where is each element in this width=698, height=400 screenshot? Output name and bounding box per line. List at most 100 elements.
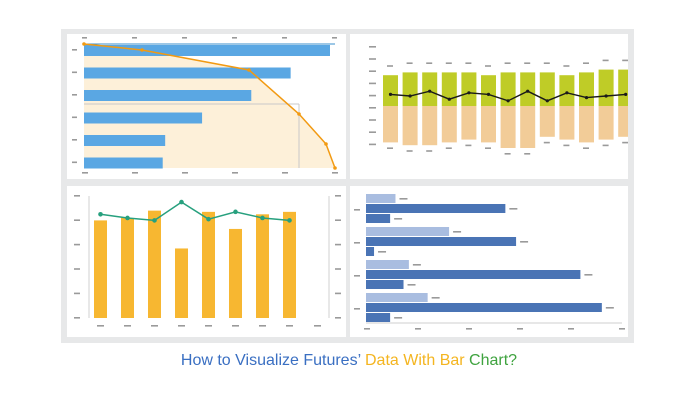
bar-value-label (426, 150, 433, 152)
line-point (447, 97, 451, 101)
y-tick-label (369, 143, 376, 146)
line-point (584, 96, 589, 100)
y-tick-label-right (335, 317, 341, 319)
x-tick-label (182, 172, 188, 174)
bar-value-label (431, 297, 440, 299)
bar-value-label (602, 144, 609, 147)
negative-bar (461, 106, 477, 140)
positive-bar (441, 72, 457, 106)
series-line (100, 201, 290, 222)
bar-value-label (485, 65, 491, 67)
y-tick-label (354, 209, 360, 211)
chart-panel-top-right (350, 34, 628, 179)
bar-value-label (445, 147, 452, 149)
chart-panel-top-left (67, 34, 346, 179)
line-point (297, 112, 301, 116)
line-point (486, 92, 491, 96)
negative-bar (598, 106, 614, 140)
bar-value-label (524, 153, 531, 155)
line-point (206, 216, 211, 222)
horizontal-bar-line-chart (72, 37, 338, 174)
small-bar (366, 247, 375, 256)
dark-bar (366, 237, 517, 246)
y-tick-label (72, 116, 77, 119)
positive-bar (461, 72, 477, 106)
bar-value-label (412, 264, 421, 266)
y-tick-label-right (335, 195, 341, 197)
dark-bar (366, 204, 506, 213)
line-point (260, 215, 265, 221)
y-tick-label-right (335, 292, 341, 295)
line-point (565, 91, 569, 95)
bar (202, 211, 215, 318)
bar (229, 228, 242, 318)
y-tick-label-left (74, 292, 80, 295)
bar-value-label (445, 62, 452, 64)
x-tick-label (286, 325, 293, 327)
positive-bar (481, 75, 496, 106)
positive-bar (559, 75, 575, 106)
x-tick-label (364, 328, 370, 330)
y-tick-label-right (335, 219, 341, 221)
bar-value-label (583, 62, 589, 64)
line-point (624, 92, 628, 96)
caption-part-2: Data With Bar (365, 352, 465, 369)
light-bar (366, 194, 396, 203)
bar-value-label (406, 62, 413, 64)
y-tick-label (354, 242, 360, 244)
line-point (388, 92, 393, 96)
negative-bar (539, 106, 555, 137)
bar-value-label (605, 307, 614, 309)
positive-bar (539, 72, 555, 106)
x-tick-label (151, 325, 158, 327)
negative-bar (481, 106, 496, 143)
line-point (604, 94, 608, 98)
grouped-horizontal-bar-chart (354, 194, 625, 330)
bar-value-label (453, 231, 462, 233)
y-tick-label-left (74, 268, 80, 270)
y-tick-label (72, 94, 77, 96)
line-point (545, 99, 549, 103)
negative-bar (520, 106, 536, 148)
y-tick-label-right (335, 243, 341, 246)
y-tick-label (354, 308, 360, 310)
dark-bar (366, 303, 602, 312)
y-tick-label (72, 49, 77, 51)
chart-panel-bottom-right (350, 186, 628, 337)
y-tick-label (369, 119, 376, 121)
x-tick-top (232, 37, 237, 39)
line-point (98, 212, 103, 217)
y-tick-label (369, 131, 376, 133)
caption-part-3: Chart? (469, 352, 518, 369)
vertical-bar-line-chart (74, 195, 341, 327)
negative-bar (618, 106, 628, 137)
line-point (467, 91, 471, 95)
light-bar (366, 227, 450, 236)
x-tick-label (124, 325, 131, 327)
bar-value-label (407, 284, 416, 286)
negative-bar (402, 106, 418, 146)
y-tick-label (369, 94, 376, 97)
positive-bar (579, 72, 594, 106)
line-point (428, 89, 432, 93)
y-tick-label (369, 46, 376, 48)
x-tick-top (332, 37, 337, 39)
y-tick-label (369, 58, 376, 60)
positive-bar (618, 69, 628, 106)
bar (84, 90, 252, 101)
line-point (233, 209, 238, 215)
bar (84, 157, 163, 169)
bar-value-label (399, 198, 408, 200)
positive-bar (520, 72, 536, 106)
bar-value-label (485, 147, 491, 149)
x-tick-label (132, 172, 138, 174)
negative-bar (559, 106, 575, 140)
bar-value-label (583, 147, 589, 149)
negative-bar (579, 106, 594, 143)
small-bar (366, 214, 391, 223)
chart-panel-bottom-left (67, 186, 346, 337)
x-tick-label (259, 325, 266, 327)
bar-value-label (622, 141, 628, 144)
bar (84, 67, 291, 79)
x-tick-label (517, 328, 523, 330)
